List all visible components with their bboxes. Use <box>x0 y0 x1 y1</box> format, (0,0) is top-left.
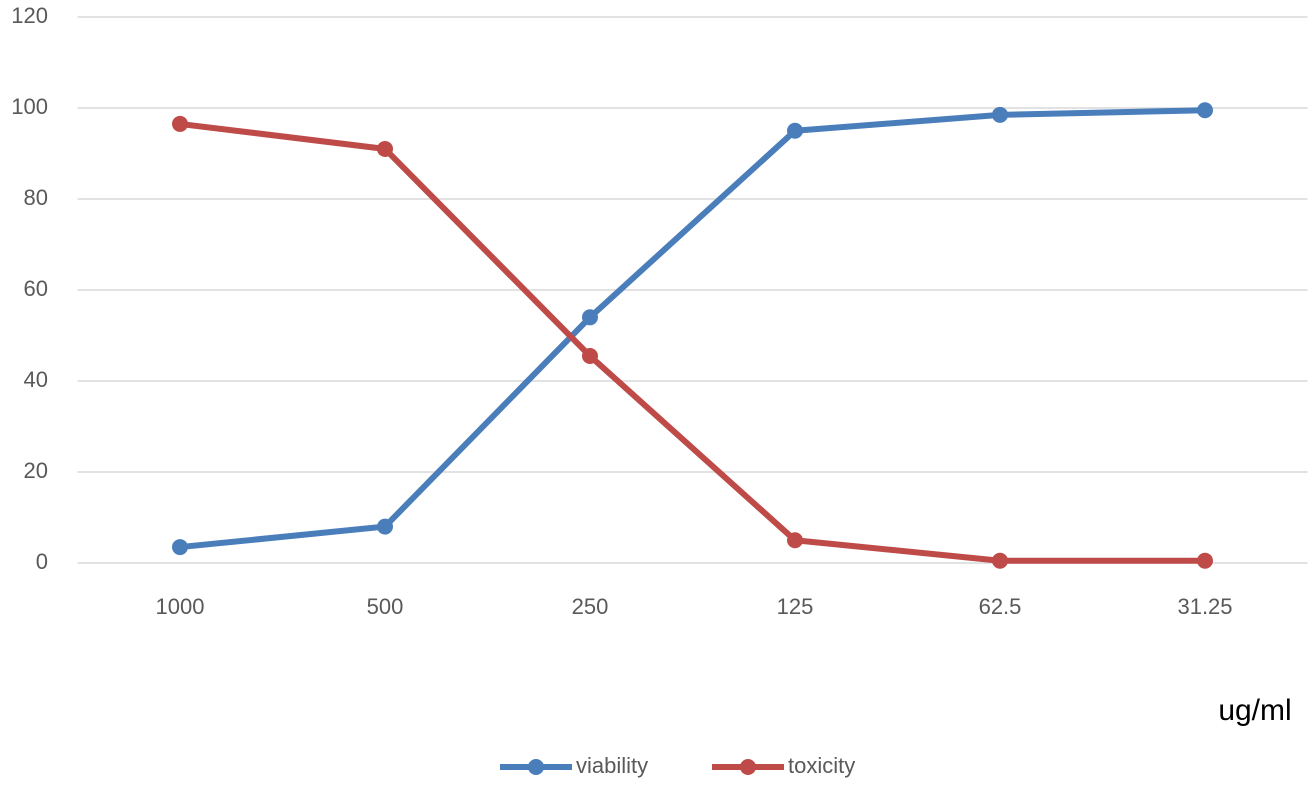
y-tick-label: 60 <box>24 276 48 301</box>
point <box>377 518 393 535</box>
point <box>787 532 803 549</box>
point <box>582 309 598 326</box>
x-tick-label: 125 <box>777 594 814 619</box>
point <box>172 539 188 556</box>
y-tick-label: 0 <box>36 549 48 574</box>
point <box>172 115 188 132</box>
point <box>582 347 598 364</box>
x-tick-label: 31.25 <box>1177 594 1232 619</box>
point <box>992 106 1008 123</box>
x-tick-label: 62.5 <box>979 594 1022 619</box>
x-axis-label: ug/ml <box>1218 694 1291 727</box>
y-tick-label: 120 <box>11 3 48 28</box>
point <box>377 140 393 157</box>
point <box>787 122 803 139</box>
legend-marker <box>740 759 756 775</box>
x-tick-label: 250 <box>572 594 609 619</box>
legend-label: viability <box>576 753 648 778</box>
series-line <box>179 107 1206 551</box>
x-tick-label: 500 <box>367 594 404 619</box>
point <box>1197 102 1213 119</box>
y-tick-label: 20 <box>24 458 48 483</box>
point <box>1197 552 1213 569</box>
series-line <box>179 120 1205 564</box>
y-tick-label: 40 <box>24 367 48 392</box>
x-tick-label: 1000 <box>156 594 205 619</box>
legend-label: toxicity <box>788 753 855 778</box>
legend-marker <box>528 759 544 775</box>
y-tick-label: 100 <box>11 94 48 119</box>
point <box>992 552 1008 569</box>
y-tick-label: 80 <box>24 185 48 210</box>
